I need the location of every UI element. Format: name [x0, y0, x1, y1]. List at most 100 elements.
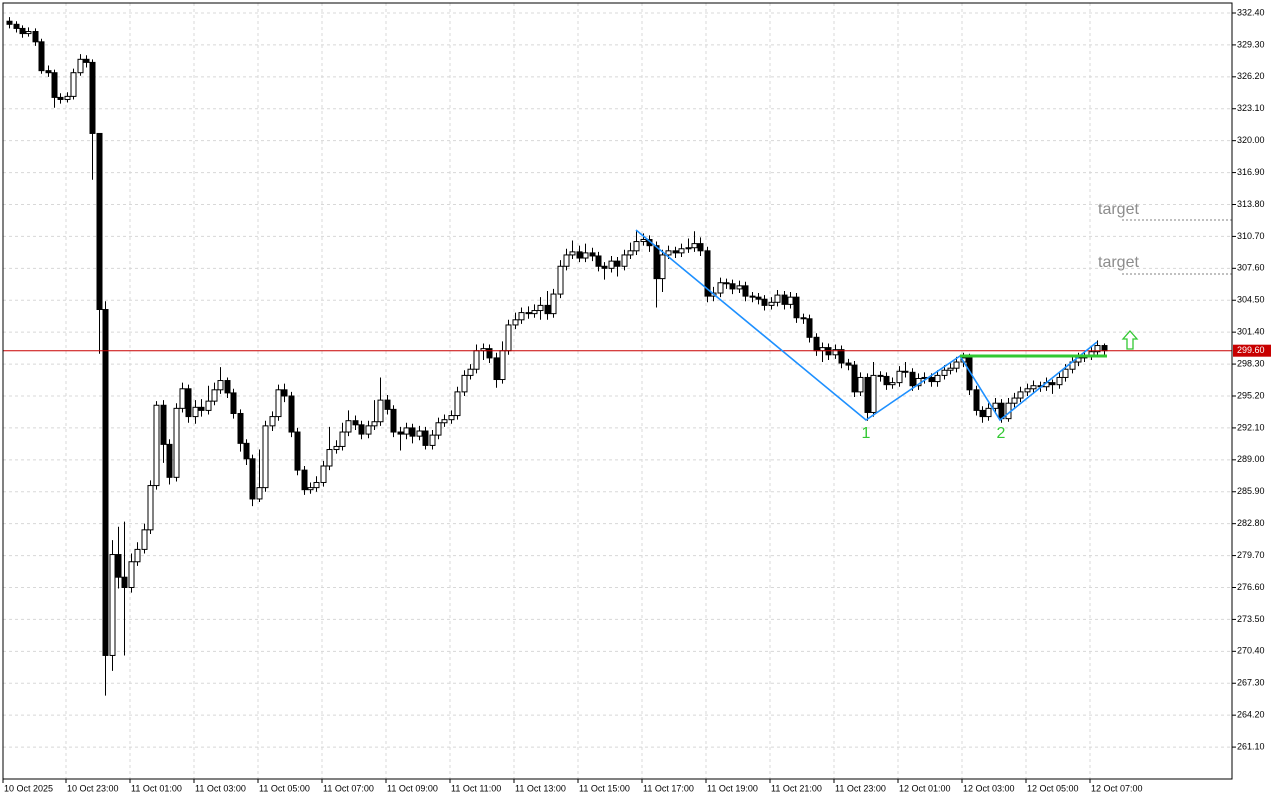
candle-body — [1056, 376, 1063, 386]
plot-frame — [2, 2, 1233, 780]
candle-body — [934, 374, 941, 383]
candle-body — [32, 31, 39, 43]
candle-body — [992, 402, 999, 409]
candle-body — [582, 252, 589, 259]
candle-body — [269, 416, 276, 427]
x-tick-label: 11 Oct 07:00 — [323, 783, 374, 793]
y-tick-label: 285.90 — [1237, 486, 1265, 496]
candle-body — [262, 425, 269, 489]
y-tick-label: 310.70 — [1237, 231, 1265, 241]
candle-body — [454, 391, 461, 417]
x-tick-label: 12 Oct 03:00 — [963, 783, 1015, 793]
candle-body — [467, 368, 474, 376]
y-tick-label: 316.90 — [1237, 167, 1265, 177]
candle-body — [339, 431, 346, 447]
candle-body — [429, 434, 436, 446]
wave-label: 2 — [997, 425, 1006, 442]
candle-body — [51, 72, 58, 98]
target-label: target — [1098, 201, 1139, 218]
candle-body — [525, 312, 532, 315]
y-tick-label: 323.10 — [1237, 103, 1265, 113]
candle-body — [89, 61, 96, 134]
candle-body — [531, 310, 538, 315]
candle-body — [601, 265, 608, 269]
y-tick-label: 295.20 — [1237, 390, 1265, 400]
candle-body — [704, 250, 711, 297]
candle-body — [557, 265, 564, 295]
candle-body — [77, 58, 84, 74]
x-tick-label: 11 Oct 23:00 — [835, 783, 886, 793]
candle-body — [211, 389, 218, 402]
candle-body — [518, 312, 525, 321]
candle-body — [371, 421, 378, 427]
candle-body — [198, 406, 205, 411]
candle-body — [998, 402, 1005, 420]
candle-body — [595, 255, 602, 267]
x-tick-label: 11 Oct 11:00 — [451, 783, 501, 793]
candle-body — [1030, 385, 1037, 390]
candle-body — [256, 487, 263, 500]
candle-body — [102, 309, 109, 656]
candle-body — [665, 250, 672, 256]
y-tick-label: 282.80 — [1237, 518, 1265, 528]
candle-body — [403, 427, 410, 435]
candle-body — [589, 252, 596, 257]
candle-body — [13, 23, 20, 29]
candle-body — [249, 458, 256, 500]
candle-body — [1049, 382, 1056, 386]
candle-body — [57, 96, 64, 100]
y-tick-label: 313.80 — [1237, 199, 1265, 209]
candle-body — [83, 58, 90, 63]
candle-body — [448, 415, 455, 421]
price-tag — [1233, 344, 1271, 357]
candle-body — [813, 336, 820, 352]
candle-body — [473, 350, 480, 370]
candle-body — [19, 27, 26, 35]
candle-body — [25, 31, 32, 35]
candle-body — [358, 424, 365, 435]
candle-body — [550, 293, 557, 315]
candle-body — [889, 382, 896, 386]
axes: 332.40 329.30 326.20 323.10 320.00 316.90 313.… — [2, 7, 1271, 793]
x-tick-label: 11 Oct 13:00 — [515, 783, 566, 793]
candle-body — [909, 371, 916, 387]
candle-body — [717, 282, 724, 294]
candle-body — [1101, 345, 1108, 352]
candle-body — [806, 318, 813, 338]
candle-body — [185, 388, 192, 418]
candle-body — [461, 374, 468, 393]
y-tick-label: 329.30 — [1237, 39, 1265, 49]
candle-body — [614, 260, 621, 267]
candle-body — [729, 283, 736, 290]
candle-body — [141, 529, 148, 550]
y-tick-label: 304.50 — [1237, 295, 1265, 305]
candle-body — [537, 304, 544, 312]
candle-body — [672, 250, 679, 254]
candle-body — [576, 251, 583, 259]
candle-body — [115, 554, 122, 578]
candle-body — [742, 285, 749, 297]
candle-body — [205, 400, 212, 411]
candle-body — [800, 317, 807, 320]
candle-body — [941, 369, 948, 376]
candle-body — [736, 285, 743, 290]
candle-body — [845, 362, 852, 366]
candle-body — [179, 388, 186, 409]
y-tick-label: 279.70 — [1237, 550, 1265, 560]
wave-label: 1 — [862, 425, 871, 442]
candle-body — [243, 442, 250, 460]
candle-body — [761, 298, 768, 306]
candle-body — [192, 406, 199, 418]
y-tick-label: 270.40 — [1237, 646, 1265, 656]
candle-body — [166, 443, 173, 478]
y-tick-label: 289.00 — [1237, 454, 1265, 464]
x-tick-label: 11 Oct 03:00 — [195, 783, 246, 793]
candle-body — [237, 412, 244, 444]
candle-body — [953, 361, 960, 369]
candle-body — [902, 370, 909, 373]
candle-body — [979, 409, 986, 418]
candle-body — [627, 250, 634, 256]
candle-body — [832, 349, 839, 356]
drawings: target target 1 2 — [635, 201, 1232, 442]
